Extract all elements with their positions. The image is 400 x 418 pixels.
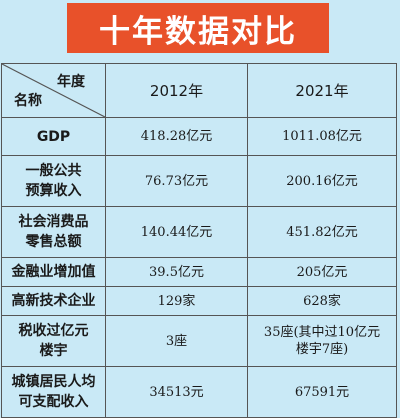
value-2021-cell: 205亿元 (247, 257, 397, 287)
table-row: GDP 418.28亿元 1011.08亿元 (1, 117, 397, 156)
page-title: 十年数据对比 (99, 13, 297, 50)
corner-year-label: 年度 (57, 74, 85, 90)
value-2012-cell: 34513元 (105, 366, 248, 418)
year-header-2012: 2012年 (105, 63, 248, 118)
value-2012-cell: 129家 (105, 286, 248, 316)
corner-name-label: 名称 (14, 93, 42, 109)
value-line: 39.5亿元 (149, 264, 204, 280)
row-name-cell: 社会消费品 零售总额 (1, 206, 106, 258)
row-name-cell: 一般公共 预算收入 (1, 155, 106, 207)
row-name-line: 高新技术企业 (11, 293, 96, 309)
value-2021-cell: 200.16亿元 (247, 155, 397, 207)
row-name-line: 预算收入 (25, 183, 82, 199)
value-line: 200.16亿元 (286, 173, 358, 189)
table-row: 金融业增加值 39.5亿元 205亿元 (1, 257, 397, 287)
row-name-line: 零售总额 (25, 234, 82, 250)
value-2012-cell: 3座 (105, 315, 248, 367)
row-name-line: 金融业增加值 (11, 264, 96, 280)
value-line: 76.73亿元 (144, 173, 209, 189)
value-line: 451.82亿元 (286, 224, 358, 240)
value-2012-cell: 140.44亿元 (105, 206, 248, 258)
year-header-2021: 2021年 (247, 63, 397, 118)
row-name-cell: 税收过亿元 楼宇 (1, 315, 106, 367)
table-row: 城镇居民人均 可支配收入 34513元 67591元 (1, 366, 397, 418)
row-name-line: 城镇居民人均 (11, 374, 96, 390)
value-2012-cell: 39.5亿元 (105, 257, 248, 287)
row-name-line: 楼宇 (39, 343, 68, 359)
value-line: 楼宇7座) (295, 342, 349, 357)
value-2021-cell: 67591元 (247, 366, 397, 418)
value-2021-cell: 35座(其中过10亿元 楼宇7座) (247, 315, 397, 367)
value-2021-cell: 628家 (247, 286, 397, 316)
header-row: 年度 名称 2012年 2021年 (1, 63, 397, 118)
value-line: 35座(其中过10亿元 (263, 325, 381, 340)
value-2012-cell: 76.73亿元 (105, 155, 248, 207)
table-row: 社会消费品 零售总额 140.44亿元 451.82亿元 (1, 206, 397, 258)
value-line: 628家 (303, 293, 341, 309)
value-line: 418.28亿元 (140, 129, 213, 144)
row-name-line: 税收过亿元 (18, 323, 89, 339)
diagonal-divider (2, 64, 105, 117)
value-line: 67591元 (294, 384, 350, 400)
row-name-line: 社会消费品 (18, 214, 89, 230)
row-name-cell: 城镇居民人均 可支配收入 (1, 366, 106, 418)
row-name-cell: GDP (1, 117, 106, 156)
value-2021-cell: 1011.08亿元 (247, 117, 397, 156)
row-name-line: 可支配收入 (18, 394, 89, 410)
comparison-table: 年度 名称 2012年 2021年 GDP 418.28亿元 1011.08亿元… (1, 63, 397, 418)
value-2021-cell: 451.82亿元 (247, 206, 397, 258)
row-name-cell: 金融业增加值 (1, 257, 106, 287)
row-name-line: 一般公共 (25, 163, 82, 179)
value-line: 1011.08亿元 (282, 129, 362, 144)
value-line: 3座 (165, 333, 188, 349)
value-line: 34513元 (149, 384, 204, 400)
title-banner: 十年数据对比 (67, 3, 329, 53)
value-2012-cell: 418.28亿元 (105, 117, 248, 156)
table-row: 一般公共 预算收入 76.73亿元 200.16亿元 (1, 155, 397, 207)
value-line: 140.44亿元 (140, 224, 213, 240)
value-line: 129家 (157, 293, 196, 309)
value-line: 205亿元 (296, 264, 348, 280)
table-row: 税收过亿元 楼宇 3座 35座(其中过10亿元 楼宇7座) (1, 315, 397, 367)
row-name-cell: 高新技术企业 (1, 286, 106, 316)
corner-header-cell: 年度 名称 (1, 63, 106, 118)
row-name-line: GDP (36, 128, 71, 145)
table-row: 高新技术企业 129家 628家 (1, 286, 397, 316)
